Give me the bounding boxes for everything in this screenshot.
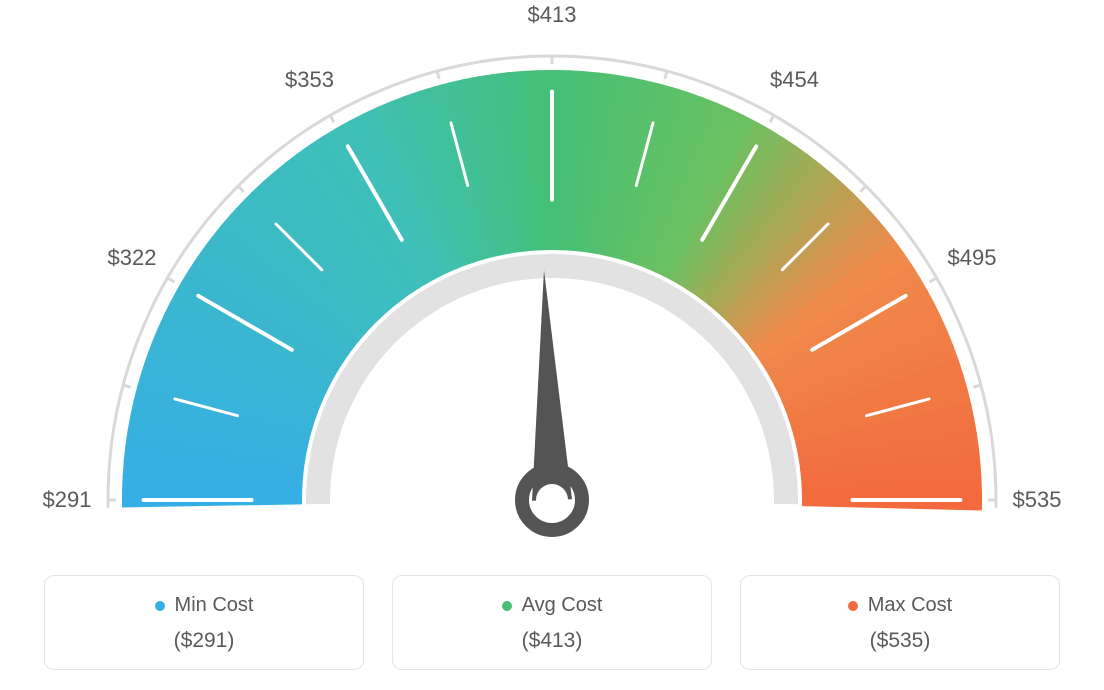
gauge-svg (0, 0, 1104, 560)
gauge-tick-label: $454 (770, 67, 819, 93)
dot-icon (502, 601, 512, 611)
gauge-tick-label: $495 (948, 245, 997, 271)
gauge-tick-label: $353 (285, 67, 334, 93)
legend-label: Min Cost (175, 594, 254, 617)
legend-title-avg: Avg Cost (502, 594, 603, 617)
gauge-tick-label: $291 (43, 487, 92, 513)
legend-title-max: Max Cost (848, 594, 952, 617)
legend-value-min: ($291) (55, 629, 353, 653)
gauge-tick-label: $535 (1013, 487, 1062, 513)
gauge-tick-label: $322 (107, 245, 156, 271)
gauge-chart: $291 $322 $353 $413 $454 $495 $535 (0, 0, 1104, 560)
legend-card-max: Max Cost ($535) (740, 575, 1060, 670)
gauge-tick-label: $413 (528, 2, 577, 28)
dot-icon (155, 601, 165, 611)
legend-card-min: Min Cost ($291) (44, 575, 364, 670)
legend-title-min: Min Cost (155, 594, 254, 617)
legend-value-avg: ($413) (403, 629, 701, 653)
legend-card-avg: Avg Cost ($413) (392, 575, 712, 670)
legend-value-max: ($535) (751, 629, 1049, 653)
legend-label: Avg Cost (522, 594, 603, 617)
legend-row: Min Cost ($291) Avg Cost ($413) Max Cost… (0, 575, 1104, 670)
dot-icon (848, 601, 858, 611)
legend-label: Max Cost (868, 594, 952, 617)
